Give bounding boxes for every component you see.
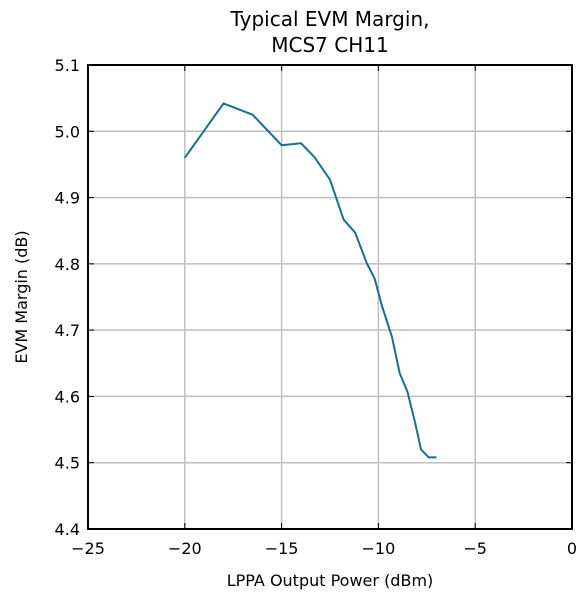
x-tick-label: −10	[362, 539, 396, 558]
y-tick-label: 4.4	[55, 520, 80, 539]
y-tick-label: 4.7	[55, 321, 80, 340]
grid-lines	[88, 65, 572, 529]
chart-title-line-2: MCS7 CH11	[271, 33, 388, 57]
x-tick-label: −5	[463, 539, 487, 558]
evm-margin-series-line	[183, 102, 437, 459]
y-tick-label: 4.6	[55, 387, 80, 406]
tick-layer: −25 −20 −15 −10 −5 0 4.4 4.5 4.6 4.7 4.8 4.9 5.0 5.1	[55, 56, 578, 558]
plot-area-frame	[87, 64, 573, 530]
x-tick-label: −25	[71, 539, 105, 558]
y-tick-label: 5.1	[55, 56, 80, 75]
x-tick-label: −15	[265, 539, 299, 558]
chart-title-line-1: Typical EVM Margin,	[230, 7, 430, 31]
y-tick-label: 5.0	[55, 122, 80, 141]
x-tick-label: 0	[567, 539, 577, 558]
y-tick-label: 4.9	[55, 189, 80, 208]
series-layer	[183, 102, 437, 459]
x-tick-label: −20	[168, 539, 202, 558]
x-axis-label: LPPA Output Power (dBm)	[227, 571, 434, 590]
y-tick-label: 4.8	[55, 255, 80, 274]
y-tick-label: 4.5	[55, 454, 80, 473]
y-axis-label: EVM Margin (dB)	[12, 230, 31, 363]
